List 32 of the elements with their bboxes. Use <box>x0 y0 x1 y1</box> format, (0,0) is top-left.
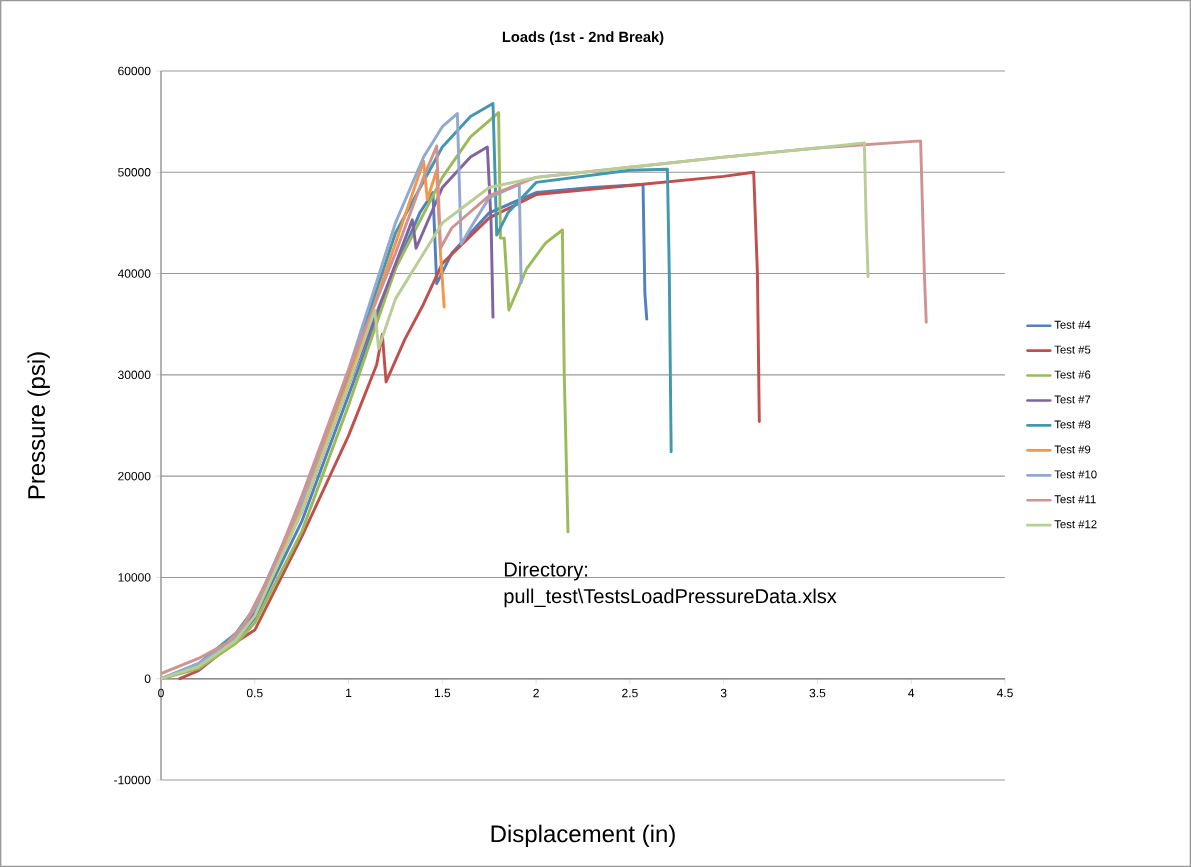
y-tick-label: 60000 <box>118 66 151 76</box>
legend-label: Test #4 <box>1054 320 1091 329</box>
chart-title: Loads (1st - 2nd Break) <box>502 31 664 45</box>
y-tick-label: 10000 <box>118 573 151 582</box>
x-tick-label: 4 <box>908 688 915 698</box>
y-tick-label: 50000 <box>118 168 151 177</box>
y-axis-title: Pressure (psi) <box>27 352 50 499</box>
annotation: Directory: <box>504 561 588 581</box>
y-tick-label: 20000 <box>118 471 151 481</box>
legend-label: Test #9 <box>1054 445 1091 454</box>
legend-label: Test #12 <box>1054 520 1097 529</box>
y-tick-label: 30000 <box>118 370 151 380</box>
x-tick-label: 3.5 <box>809 688 826 698</box>
legend-label: Test #11 <box>1054 495 1096 504</box>
x-tick-label: 3 <box>720 688 727 698</box>
legend-label: Test #8 <box>1054 420 1091 429</box>
legend-label: Test #10 <box>1054 470 1097 479</box>
x-tick-label: 0.5 <box>246 688 263 698</box>
x-tick-label: 2 <box>533 688 539 698</box>
x-tick-label: 4.5 <box>996 688 1013 698</box>
x-tick-label: 1.5 <box>434 688 451 698</box>
legend-label: Test #7 <box>1054 395 1091 404</box>
y-tick-label: 0 <box>144 674 151 683</box>
y-tick-label: -10000 <box>114 775 151 785</box>
x-tick-label: 1 <box>346 688 352 698</box>
x-tick-label: 2.5 <box>622 688 638 698</box>
y-tick-label: 40000 <box>117 269 151 278</box>
x-axis-title: Displacement (in) <box>491 824 675 848</box>
annotation: pull_test\TestsLoadPressureData.xlsx <box>504 588 837 608</box>
legend-label: Test #6 <box>1054 370 1091 379</box>
x-tick-label: 0 <box>158 688 164 698</box>
legend-label: Test #5 <box>1054 345 1091 354</box>
